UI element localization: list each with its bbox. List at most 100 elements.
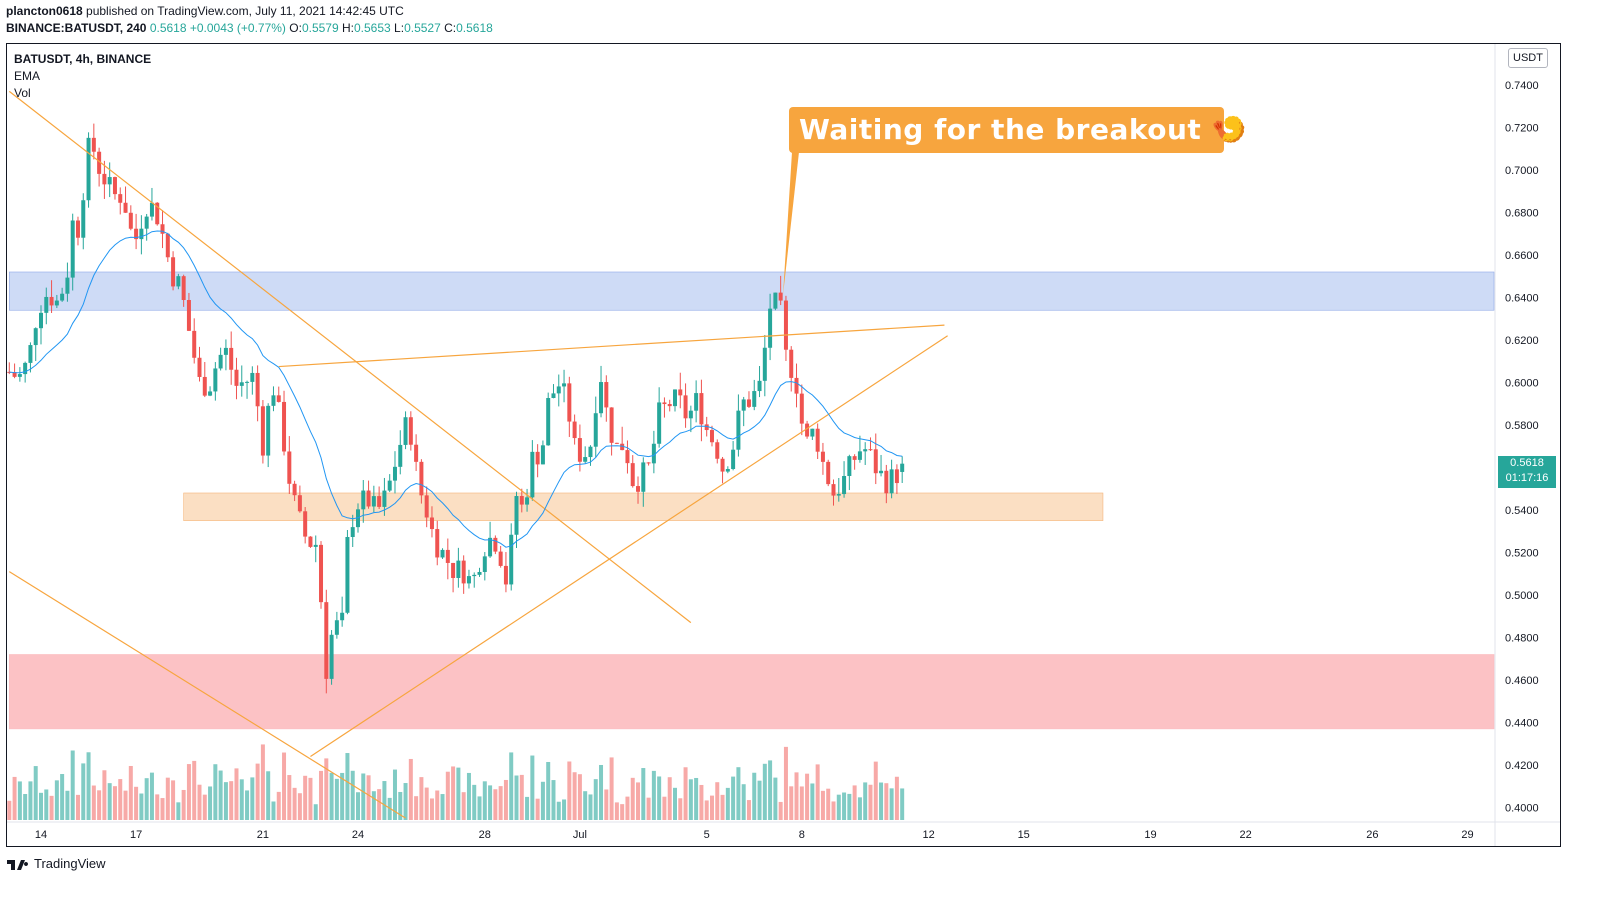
candle-body — [297, 495, 302, 512]
candle-body — [81, 200, 86, 238]
candle-body — [234, 369, 239, 386]
candle-body — [398, 444, 403, 467]
candle-body — [49, 296, 54, 306]
candle-body — [197, 357, 202, 377]
volume-bar — [757, 780, 762, 820]
volume-bar — [636, 782, 641, 820]
volume-bar — [123, 790, 128, 820]
callout-pointer — [783, 152, 799, 295]
candle-body — [107, 177, 112, 185]
volume-bar — [403, 783, 408, 820]
candle-body — [17, 374, 22, 377]
volume-bar — [657, 776, 662, 820]
volume-bar — [741, 784, 746, 820]
volume-bar — [313, 804, 318, 820]
candle-body — [614, 442, 619, 444]
x-tick-label: 14 — [35, 829, 47, 841]
candle-body — [535, 451, 540, 465]
volume-bar — [377, 789, 382, 820]
candle-body — [39, 312, 43, 329]
volume-bar — [815, 764, 820, 820]
candle-body — [715, 442, 720, 459]
volume-bar — [255, 763, 260, 820]
currency-label[interactable]: USDT — [1508, 48, 1548, 68]
open-label: O: — [289, 21, 302, 35]
publisher-name[interactable]: plancton0618 — [6, 4, 83, 18]
bar-countdown: 01:17:16 — [1505, 472, 1549, 484]
volume-bar — [826, 788, 831, 820]
legend-vol[interactable]: Vol — [14, 86, 31, 100]
volume-bar — [245, 790, 250, 820]
x-tick-label: 15 — [1018, 829, 1030, 841]
candle-body — [23, 362, 28, 375]
volume-bar — [889, 788, 894, 820]
volume-bar — [107, 783, 112, 820]
candle-body — [879, 470, 884, 474]
candle-body — [789, 349, 794, 378]
volume-bar — [641, 768, 646, 820]
tradingview-brand: TradingView — [34, 856, 106, 871]
candle-body — [472, 574, 477, 577]
candle-body — [440, 549, 445, 558]
x-tick-label: 28 — [479, 829, 491, 841]
volume-bar — [440, 794, 445, 820]
volume-bar — [60, 774, 65, 820]
volume-bar — [181, 789, 186, 820]
candle-body — [350, 527, 355, 537]
candle-body — [44, 296, 49, 313]
volume-bar — [287, 775, 292, 820]
x-tick-label: Jul — [573, 829, 587, 841]
candle-body — [593, 413, 598, 447]
candle-body — [282, 401, 287, 452]
volume-bar — [128, 765, 133, 820]
candle-body — [118, 194, 123, 203]
x-tick-label: 29 — [1461, 829, 1473, 841]
volume-bar — [149, 772, 154, 820]
volume-bar — [429, 798, 434, 820]
candle-body — [741, 399, 746, 411]
publish-date: published on TradingView.com, July 11, 2… — [82, 4, 404, 18]
volume-bar — [208, 786, 213, 820]
volume-bar — [334, 778, 339, 820]
candle-body — [498, 551, 503, 566]
trendline-3 — [278, 324, 945, 368]
candle-body — [783, 300, 788, 350]
candle-body — [28, 345, 33, 363]
candle-body — [572, 421, 577, 439]
symbol-full: BINANCE:BATUSDT, 240 — [6, 21, 147, 35]
candle-body — [202, 376, 207, 396]
volume-bar — [646, 797, 651, 820]
volume-bar — [97, 790, 102, 820]
candle-body — [609, 407, 614, 443]
volume-bar — [234, 768, 239, 820]
volume-bar — [371, 791, 376, 820]
candle-body — [868, 449, 873, 451]
volume-bar — [678, 798, 683, 820]
candle-body — [424, 495, 429, 518]
y-tick-label: 0.7000 — [1505, 165, 1539, 177]
candle-body — [192, 330, 197, 358]
candle-body — [12, 372, 17, 377]
volume-bar — [91, 785, 96, 820]
volume-bar — [667, 777, 672, 820]
candle-body — [546, 398, 551, 446]
volume-bar — [551, 780, 556, 820]
candle-body — [250, 372, 255, 382]
candle-body — [292, 483, 297, 496]
candle-body — [65, 277, 70, 294]
candle-body — [857, 451, 862, 460]
volume-bar — [699, 784, 704, 820]
legend-title: BATUSDT, 4h, BINANCE — [14, 52, 152, 66]
tradingview-logo[interactable]: TradingView — [6, 856, 106, 871]
candle-body — [334, 620, 339, 635]
candle-body — [762, 347, 767, 381]
legend-ema[interactable]: EMA — [14, 69, 41, 83]
volume-bar — [23, 794, 28, 820]
candle-body — [176, 276, 181, 287]
last-price: 0.5618 — [149, 21, 187, 35]
candle-body — [477, 571, 482, 575]
volume-bar — [308, 777, 313, 820]
volume-bar — [768, 760, 773, 820]
candle-body — [630, 463, 635, 487]
